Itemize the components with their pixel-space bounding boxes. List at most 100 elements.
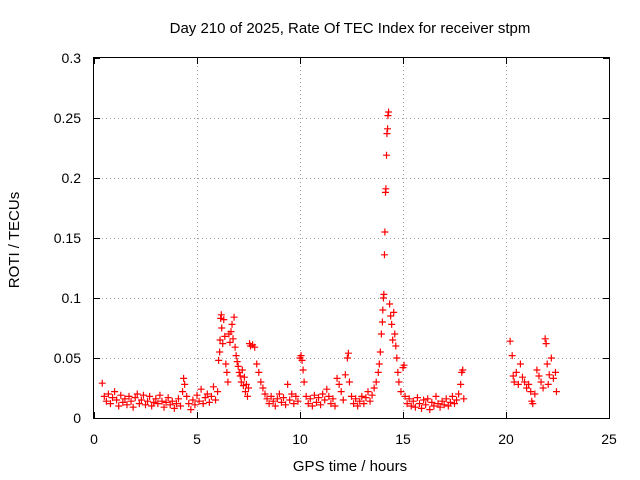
data-point [139,391,147,399]
data-point [217,314,225,322]
data-point [189,396,197,404]
data-point [442,395,450,403]
data-point [286,396,294,404]
x-tick-label: 25 [601,431,617,447]
data-point [127,397,135,405]
data-point [380,290,388,298]
data-point [154,400,162,408]
data-point [288,390,296,398]
data-point [360,400,368,408]
data-point [183,392,191,400]
x-tick-label: 0 [90,431,98,447]
data-point [294,397,302,405]
x-tick-label: 5 [193,431,201,447]
y-tick-label: 0.15 [54,230,81,246]
data-point [271,402,279,410]
data-point [232,352,240,360]
x-axis-label: GPS time / hours [293,458,407,475]
data-point [142,401,149,409]
data-point [166,401,174,409]
data-point [106,400,114,408]
data-point [413,394,421,402]
data-point [277,398,285,406]
data-point [394,368,402,376]
data-point [358,392,366,400]
data-point [251,343,259,351]
data-point [321,396,329,404]
data-point [290,400,298,408]
data-point [292,392,300,400]
data-point [333,374,341,382]
data-point [356,397,364,405]
data-point [331,402,339,410]
data-point [430,402,438,410]
data-point [191,401,199,409]
data-point [240,373,248,381]
data-point [409,397,417,405]
data-point [343,354,351,362]
x-tick-label: 20 [498,431,514,447]
data-point [243,392,251,400]
data-point [531,390,539,398]
data-point [125,392,133,400]
data-point [379,306,387,314]
data-point [317,401,325,409]
data-point [100,392,108,400]
data-point [222,360,230,368]
y-tick-label: 0.2 [62,170,82,186]
data-point [273,395,281,403]
data-point [368,391,376,399]
data-point [280,394,288,402]
data-point [552,388,560,396]
data-point [219,340,227,348]
data-point [242,380,250,388]
data-point [444,402,452,410]
data-point [390,308,398,316]
data-point [119,398,127,406]
data-point [205,398,213,406]
data-point [525,380,533,388]
data-point [245,384,252,392]
data-point [521,378,529,386]
data-point [180,374,188,382]
data-point [325,392,333,400]
data-point [523,384,531,392]
data-point [384,125,392,133]
data-point [308,402,316,410]
data-point [547,354,555,362]
data-point [457,380,465,388]
data-point [384,112,392,120]
data-point [227,328,235,336]
data-point [448,392,456,400]
data-point [411,403,419,411]
data-point [197,385,205,393]
data-point [121,395,129,403]
y-axis-label: ROTI / TECUs [6,192,23,288]
data-point [164,394,172,402]
data-point [300,378,308,386]
data-point [275,390,283,398]
data-point [229,335,237,343]
chart-title: Day 210 of 2025, Rate Of TEC Index for r… [170,20,531,37]
data-point [185,400,193,408]
data-point [506,337,514,345]
data-point [432,392,440,400]
y-tick-label: 0.25 [54,110,81,126]
data-point [372,378,380,386]
data-point [253,360,261,368]
data-point [382,185,390,193]
data-point [354,402,362,410]
data-point [234,362,242,370]
data-point [375,360,383,368]
data-point [388,320,396,328]
data-point [282,401,290,409]
data-point [341,371,349,379]
data-point [549,374,557,382]
data-point [542,340,550,348]
data-point [362,394,370,402]
data-point [436,403,444,411]
data-point [387,312,395,320]
data-point [415,400,423,408]
data-point [453,396,461,404]
